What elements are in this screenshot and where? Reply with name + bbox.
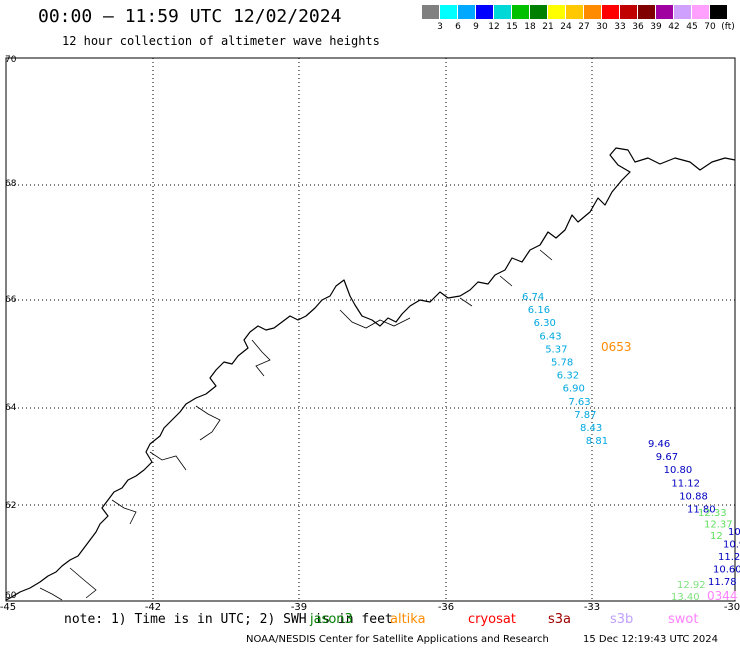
legend-tick-label: 45 [686,22,698,32]
legend-swatch [602,5,619,19]
note-text: note: 1) Time is in UTC; 2) SWH is in fe… [64,612,393,627]
satellite-label: swot [668,612,699,627]
legend-tick-label: 21 [542,22,554,32]
legend-tick-label: 27 [578,22,590,32]
legend-swatch [458,5,475,19]
track-time-label: 0653 [601,340,632,354]
track-swh-label: 12.33 [698,508,727,519]
track-swh-label: 5.78 [551,358,573,369]
page-subtitle: 12 hour collection of altimeter wave hei… [62,34,380,48]
track-swh-label: 13.40 [671,592,700,603]
track-swh-label: 5.37 [545,344,567,355]
track-swh-label: 10.88 [679,491,708,502]
legend-tick-label: 18 [524,22,536,32]
track-swh-label: 8.43 [580,423,602,434]
track-swh-label: 6.43 [539,331,561,342]
legend-tick-label: 3 [437,22,443,32]
legend-tick-label: 36 [632,22,644,32]
lon-label: -36 [438,602,454,613]
lat-label: 68 [5,179,17,189]
track-swh-label: 6.74 [522,292,544,303]
track-swh-label: 9.67 [656,452,678,463]
track-swh-label: 6.32 [557,371,579,382]
legend-tick-label: 30 [596,22,608,32]
track-swh-label: 6.90 [563,384,585,395]
lat-label: 62 [5,501,16,511]
track-swh-label: 7.63 [568,397,590,408]
legend-swatch [710,5,727,19]
lon-label: -45 [0,602,16,613]
satellite-label: altika [390,612,426,627]
lat-label: 64 [5,403,17,413]
legend-swatch [692,5,709,19]
legend-tick-label: 42 [668,22,680,32]
legend-swatch [656,5,673,19]
track-swh-label: 10.60 [713,565,740,576]
legend-swatch [566,5,583,19]
track-swh-label: 11.24 [718,552,740,563]
lon-label: -39 [291,602,307,613]
track-swh-label: 11.80 [687,505,716,516]
legend-unit: (ft) [721,22,735,32]
legend-tick-label: 15 [506,22,518,32]
legend-tick-label: 33 [614,22,626,32]
track-time-label: 0344 [707,589,738,603]
page-title: 00:00 – 11:59 UTC 12/02/2024 [38,6,342,27]
legend-swatch [674,5,691,19]
track-swh-label: 12 [710,531,723,542]
credit-text: NOAA/NESDIS Center for Satellite Applica… [246,634,549,645]
legend-swatch [584,5,601,19]
lon-label: -33 [584,602,600,613]
track-swh-label: 6.30 [534,318,556,329]
timestamp-text: 15 Dec 12:19:43 UTC 2024 [583,634,718,645]
graticule [6,58,735,601]
legend-swatch [422,5,439,19]
coastline-greenland [5,147,736,601]
legend-tick-label: 6 [455,22,461,32]
legend-swatch [530,5,547,19]
legend-swatch [440,5,457,19]
legend-tick-label: 39 [650,22,662,32]
legend-tick-label: 9 [473,22,479,32]
track-swh-label: 11.78 [708,577,737,588]
track-swh-label: 8.81 [586,436,608,447]
satellite-label: cryosat [468,612,516,627]
track-swh-label: 10 [728,527,740,538]
coastline-inlets [39,249,553,601]
latitude-labels: 70 68 66 64 62 60 [5,55,17,601]
track-swh-label: 9.46 [648,439,670,450]
legend-swatch [548,5,565,19]
satellite-label: s3b [610,612,634,627]
track-swh-label: 6.16 [528,305,550,316]
track-swh-label: 7.87 [574,410,596,421]
track-swh-label: 11.12 [671,478,700,489]
satellite-label: jason3 [310,612,353,627]
satellite-label: s3a [548,612,572,627]
legend-swatch [512,5,529,19]
longitude-labels: -45 -42 -39 -36 -33 -30 [0,602,740,613]
lat-label: 60 [5,591,17,601]
legend-tick-label: 12 [488,22,500,32]
legend-tick-label: 70 [704,22,716,32]
legend-swatch [476,5,493,19]
lat-label: 70 [5,55,17,65]
lon-label: -30 [724,602,740,613]
legend-swatch [494,5,511,19]
lon-label: -42 [145,602,161,613]
legend-swatch [620,5,637,19]
legend-tick-label: 24 [560,22,572,32]
track-swh-label: 10.9 [723,540,740,551]
map-frame [5,57,736,602]
track-swh-label: 12.92 [677,580,706,591]
lat-label: 66 [5,295,17,305]
track-swh-label: 10.80 [664,465,693,476]
track-swh-label: 12.37 [704,520,733,531]
legend-swatch [638,5,655,19]
